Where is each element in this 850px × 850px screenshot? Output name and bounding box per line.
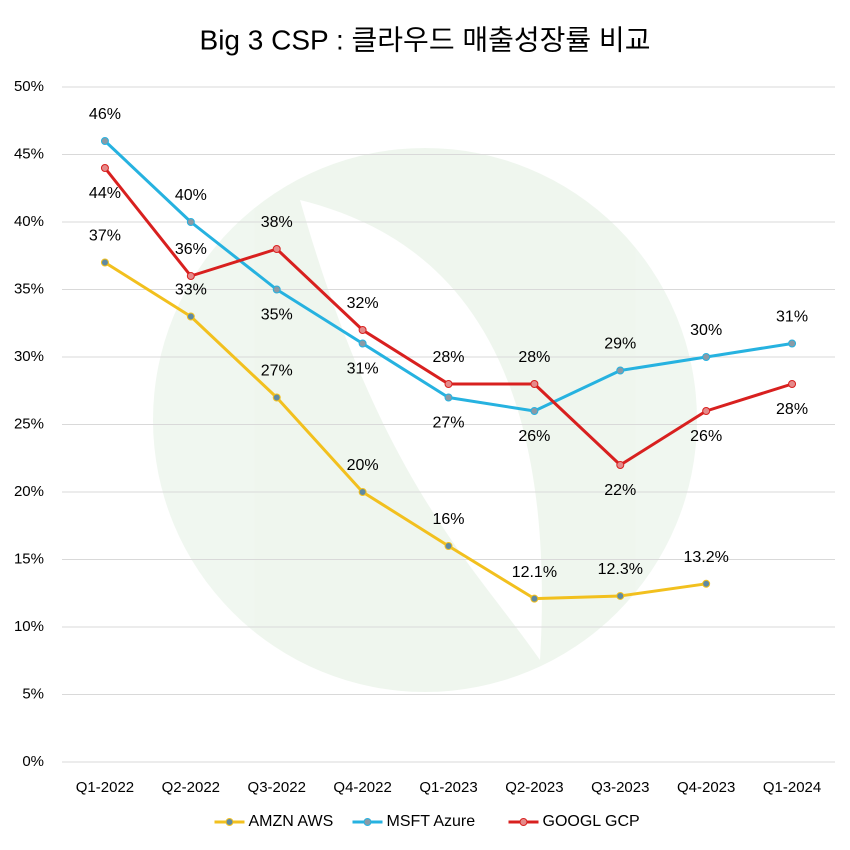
x-tick-label: Q3-2023 bbox=[591, 779, 649, 796]
data-label: 30% bbox=[690, 322, 722, 339]
y-tick-label: 40% bbox=[14, 213, 44, 230]
data-point bbox=[616, 591, 625, 600]
x-tick-label: Q1-2024 bbox=[763, 779, 821, 796]
data-point bbox=[702, 353, 711, 361]
y-tick-label: 10% bbox=[14, 618, 44, 635]
data-label: 13.2% bbox=[683, 549, 728, 566]
y-tick-label: 20% bbox=[14, 483, 44, 500]
data-label: 12.3% bbox=[598, 561, 643, 578]
data-point bbox=[100, 258, 109, 267]
data-point bbox=[444, 542, 453, 550]
y-tick-label: 50% bbox=[14, 78, 44, 95]
series-line bbox=[104, 261, 707, 601]
data-point bbox=[186, 272, 195, 280]
y-tick-label: 45% bbox=[14, 145, 44, 162]
data-label: 28% bbox=[776, 401, 808, 418]
data-point bbox=[788, 380, 797, 388]
y-tick-label: 35% bbox=[14, 280, 44, 297]
x-tick-label: Q1-2022 bbox=[76, 779, 134, 796]
data-point bbox=[358, 488, 367, 496]
data-label: 12.1% bbox=[512, 564, 557, 581]
data-point bbox=[616, 366, 625, 375]
data-label: 31% bbox=[347, 361, 379, 378]
data-label: 38% bbox=[261, 214, 293, 231]
x-tick-label: Q4-2023 bbox=[677, 779, 735, 796]
y-tick-label: 25% bbox=[14, 415, 44, 432]
data-point bbox=[444, 393, 453, 402]
data-label: 35% bbox=[261, 307, 293, 324]
data-point bbox=[616, 461, 625, 469]
chart-title: Big 3 CSP : 클라우드 매출성장률 비교 bbox=[200, 24, 651, 55]
data-label: 40% bbox=[175, 187, 207, 204]
data-point bbox=[358, 339, 367, 348]
y-tick-label: 30% bbox=[14, 348, 44, 365]
data-point bbox=[272, 245, 281, 253]
y-tick-label: 0% bbox=[22, 753, 44, 770]
data-point bbox=[444, 380, 453, 388]
data-label: 27% bbox=[261, 363, 293, 380]
x-tick-label: Q3-2022 bbox=[248, 779, 306, 796]
data-label: 29% bbox=[604, 336, 636, 353]
legend: AMZN AWS MSFT Azure GOOGL GCP bbox=[214, 813, 640, 830]
data-label: 20% bbox=[347, 457, 379, 474]
data-label: 26% bbox=[518, 428, 550, 445]
data-point bbox=[530, 407, 539, 415]
data-label: 37% bbox=[89, 228, 121, 245]
y-tick-label: 15% bbox=[14, 550, 44, 567]
data-label: 27% bbox=[432, 415, 464, 432]
x-tick-label: Q4-2022 bbox=[333, 779, 391, 796]
data-point bbox=[702, 579, 711, 588]
data-label: 26% bbox=[690, 428, 722, 445]
data-point bbox=[100, 137, 109, 145]
data-label: 36% bbox=[175, 241, 207, 258]
data-label: 28% bbox=[518, 349, 550, 366]
data-label: 33% bbox=[175, 282, 207, 299]
data-label: 32% bbox=[347, 295, 379, 312]
x-tick-label: Q2-2023 bbox=[505, 779, 563, 796]
x-tick-label: Q1-2023 bbox=[419, 779, 477, 796]
data-label: 16% bbox=[432, 511, 464, 528]
data-label: 44% bbox=[89, 185, 121, 202]
x-tick-label: Q2-2022 bbox=[162, 779, 220, 796]
data-point bbox=[186, 312, 195, 321]
legend-marker bbox=[363, 818, 372, 826]
data-point bbox=[702, 407, 711, 415]
data-point bbox=[186, 218, 195, 226]
data-point bbox=[530, 380, 539, 388]
legend-label: GOOGL GCP bbox=[543, 813, 640, 830]
data-point bbox=[530, 594, 539, 603]
data-label: 22% bbox=[604, 482, 636, 499]
watermark bbox=[153, 148, 697, 692]
data-label: 28% bbox=[432, 349, 464, 366]
data-point bbox=[272, 285, 281, 294]
data-point bbox=[788, 339, 797, 348]
data-point bbox=[100, 164, 109, 172]
data-label: 31% bbox=[776, 309, 808, 326]
legend-marker bbox=[519, 818, 528, 826]
y-tick-label: 5% bbox=[22, 685, 44, 702]
data-label: 46% bbox=[89, 106, 121, 123]
legend-label: MSFT Azure bbox=[387, 813, 476, 830]
data-point bbox=[358, 326, 367, 334]
legend-marker bbox=[225, 818, 234, 826]
legend-label: AMZN AWS bbox=[249, 813, 334, 830]
data-point bbox=[272, 393, 281, 402]
